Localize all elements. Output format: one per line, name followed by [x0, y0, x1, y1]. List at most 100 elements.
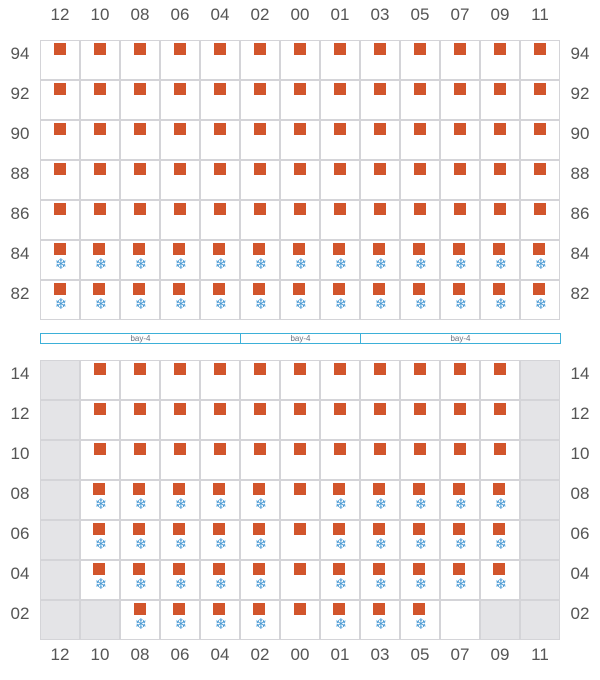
slot-cell[interactable]	[160, 200, 200, 240]
slot-cell[interactable]	[320, 80, 360, 120]
slot-cell[interactable]: ❄	[360, 600, 400, 640]
slot-cell[interactable]	[40, 360, 80, 400]
slot-cell[interactable]	[360, 80, 400, 120]
slot-cell[interactable]: ❄	[320, 560, 360, 600]
slot-cell[interactable]	[440, 600, 480, 640]
slot-cell[interactable]	[400, 200, 440, 240]
slot-cell[interactable]: ❄	[80, 240, 120, 280]
slot-cell[interactable]	[440, 360, 480, 400]
slot-cell[interactable]	[160, 40, 200, 80]
slot-cell[interactable]	[520, 160, 560, 200]
slot-cell[interactable]	[440, 400, 480, 440]
slot-cell[interactable]	[520, 400, 560, 440]
slot-cell[interactable]: ❄	[160, 280, 200, 320]
slot-cell[interactable]: ❄	[440, 480, 480, 520]
slot-cell[interactable]: ❄	[520, 280, 560, 320]
slot-cell[interactable]	[120, 80, 160, 120]
slot-cell[interactable]	[480, 440, 520, 480]
slot-cell[interactable]: ❄	[200, 560, 240, 600]
slot-cell[interactable]: ❄	[480, 560, 520, 600]
slot-cell[interactable]	[280, 400, 320, 440]
slot-cell[interactable]: ❄	[240, 280, 280, 320]
slot-cell[interactable]: ❄	[360, 280, 400, 320]
slot-cell[interactable]: ❄	[40, 240, 80, 280]
slot-cell[interactable]: ❄	[120, 240, 160, 280]
slot-cell[interactable]	[120, 440, 160, 480]
slot-cell[interactable]: ❄	[160, 600, 200, 640]
slot-cell[interactable]	[40, 480, 80, 520]
slot-cell[interactable]	[360, 160, 400, 200]
slot-cell[interactable]	[520, 40, 560, 80]
slot-cell[interactable]	[80, 400, 120, 440]
slot-cell[interactable]: ❄	[160, 520, 200, 560]
slot-cell[interactable]	[520, 80, 560, 120]
slot-cell[interactable]	[280, 440, 320, 480]
slot-cell[interactable]: ❄	[120, 520, 160, 560]
slot-cell[interactable]: ❄	[240, 600, 280, 640]
slot-cell[interactable]	[280, 480, 320, 520]
slot-cell[interactable]: ❄	[160, 560, 200, 600]
slot-cell[interactable]	[520, 480, 560, 520]
slot-cell[interactable]	[240, 40, 280, 80]
slot-cell[interactable]: ❄	[80, 560, 120, 600]
slot-cell[interactable]	[200, 80, 240, 120]
slot-cell[interactable]: ❄	[200, 280, 240, 320]
slot-cell[interactable]	[280, 200, 320, 240]
slot-cell[interactable]	[80, 440, 120, 480]
slot-cell[interactable]	[160, 120, 200, 160]
slot-cell[interactable]: ❄	[400, 280, 440, 320]
slot-cell[interactable]: ❄	[440, 520, 480, 560]
slot-cell[interactable]	[360, 440, 400, 480]
slot-cell[interactable]: ❄	[360, 240, 400, 280]
slot-cell[interactable]	[400, 160, 440, 200]
slot-cell[interactable]	[200, 200, 240, 240]
slot-cell[interactable]	[200, 400, 240, 440]
slot-cell[interactable]	[320, 440, 360, 480]
slot-cell[interactable]: ❄	[360, 480, 400, 520]
slot-cell[interactable]: ❄	[440, 240, 480, 280]
slot-cell[interactable]: ❄	[400, 240, 440, 280]
slot-cell[interactable]	[440, 120, 480, 160]
slot-cell[interactable]	[480, 200, 520, 240]
slot-cell[interactable]	[480, 120, 520, 160]
slot-cell[interactable]	[200, 360, 240, 400]
slot-cell[interactable]	[280, 120, 320, 160]
slot-cell[interactable]	[80, 40, 120, 80]
slot-cell[interactable]: ❄	[120, 480, 160, 520]
bay-marker[interactable]: bay-4	[360, 333, 561, 344]
slot-cell[interactable]: ❄	[240, 240, 280, 280]
slot-cell[interactable]	[520, 200, 560, 240]
slot-cell[interactable]	[160, 440, 200, 480]
slot-cell[interactable]: ❄	[40, 280, 80, 320]
slot-cell[interactable]	[440, 160, 480, 200]
bay-marker[interactable]: bay-4	[240, 333, 361, 344]
slot-cell[interactable]	[40, 600, 80, 640]
slot-cell[interactable]: ❄	[320, 280, 360, 320]
slot-cell[interactable]	[120, 120, 160, 160]
slot-cell[interactable]	[280, 600, 320, 640]
slot-cell[interactable]	[320, 400, 360, 440]
slot-cell[interactable]	[400, 440, 440, 480]
slot-cell[interactable]: ❄	[240, 520, 280, 560]
slot-cell[interactable]: ❄	[480, 520, 520, 560]
slot-cell[interactable]: ❄	[480, 280, 520, 320]
slot-cell[interactable]	[320, 360, 360, 400]
slot-cell[interactable]: ❄	[120, 600, 160, 640]
slot-cell[interactable]	[120, 200, 160, 240]
slot-cell[interactable]	[40, 440, 80, 480]
slot-cell[interactable]: ❄	[400, 480, 440, 520]
slot-cell[interactable]: ❄	[200, 480, 240, 520]
slot-cell[interactable]	[280, 80, 320, 120]
slot-cell[interactable]	[280, 560, 320, 600]
slot-cell[interactable]: ❄	[120, 280, 160, 320]
slot-cell[interactable]	[240, 80, 280, 120]
slot-cell[interactable]	[320, 40, 360, 80]
slot-cell[interactable]	[120, 360, 160, 400]
slot-cell[interactable]	[240, 120, 280, 160]
slot-cell[interactable]	[520, 520, 560, 560]
slot-cell[interactable]	[480, 160, 520, 200]
slot-cell[interactable]	[400, 80, 440, 120]
slot-cell[interactable]: ❄	[240, 560, 280, 600]
slot-cell[interactable]	[120, 400, 160, 440]
slot-cell[interactable]	[360, 360, 400, 400]
